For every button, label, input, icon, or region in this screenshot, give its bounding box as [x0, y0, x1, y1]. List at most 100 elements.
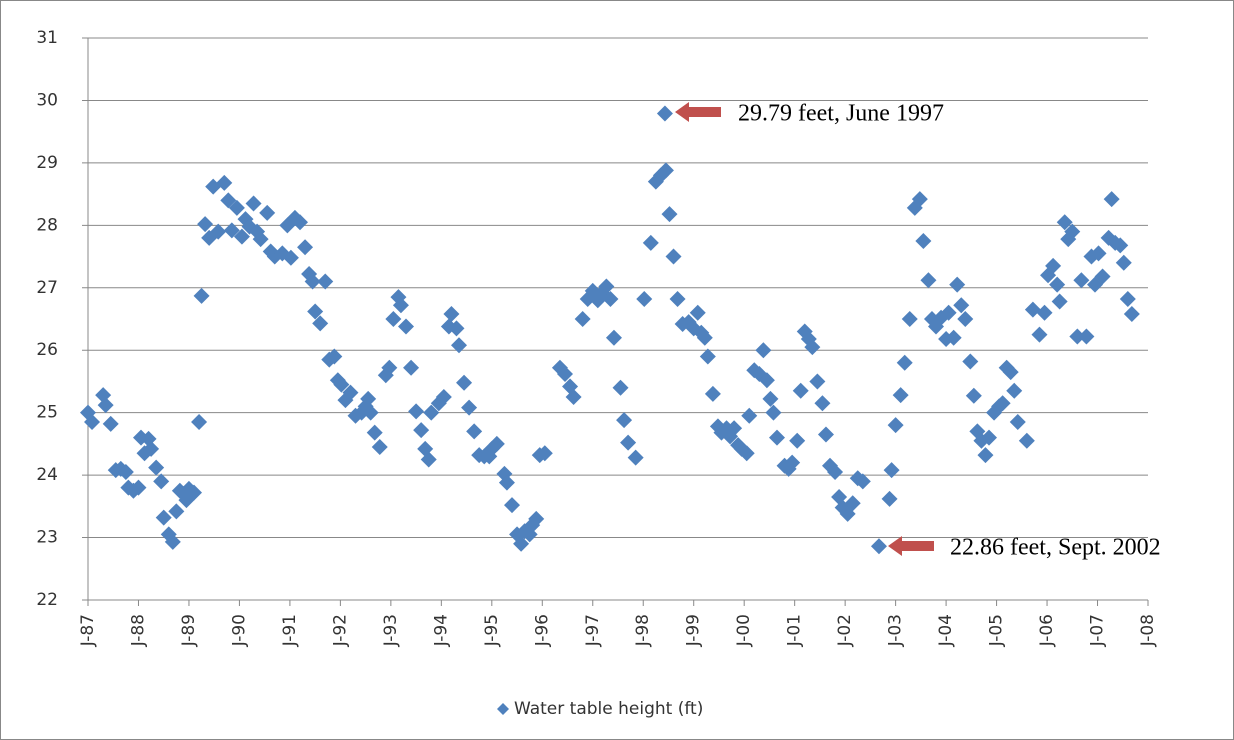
point: [102, 415, 119, 432]
x-tick-label: J-99: [684, 614, 704, 647]
x-tick-label: J-96: [532, 614, 552, 647]
point: [661, 206, 678, 223]
point: [97, 397, 114, 414]
x-tick-label: J-89: [179, 614, 199, 647]
point: [741, 407, 758, 424]
point: [164, 533, 181, 550]
point: [1103, 191, 1120, 208]
point: [883, 462, 900, 479]
point: [965, 387, 982, 404]
point: [704, 385, 721, 402]
point: [817, 426, 834, 443]
point: [612, 379, 629, 396]
point: [1056, 214, 1073, 231]
x-tick-label: J-92: [330, 614, 350, 647]
point: [342, 384, 359, 401]
x-tick-label: J-87: [78, 614, 98, 647]
point: [371, 439, 388, 456]
point: [143, 440, 160, 457]
point: [1002, 364, 1019, 381]
point: [210, 223, 227, 240]
annotation: 29.79 feet, June 1997: [738, 101, 944, 127]
point: [574, 311, 591, 327]
point: [398, 318, 414, 335]
point: [504, 497, 520, 514]
point: [1049, 276, 1066, 293]
point: [420, 451, 437, 468]
point: [784, 454, 801, 471]
point: [307, 303, 324, 320]
point: [765, 404, 782, 421]
x-tick-label: J-97: [583, 614, 603, 647]
point: [1078, 328, 1095, 345]
point: [616, 412, 633, 429]
point: [699, 348, 716, 365]
point: [762, 390, 779, 407]
point: [1119, 291, 1136, 308]
x-tick-label: J-01: [785, 614, 805, 647]
point: [362, 404, 379, 421]
point: [945, 329, 962, 346]
point: [186, 484, 202, 501]
point: [498, 474, 515, 491]
point: [887, 417, 904, 434]
point: [366, 424, 383, 441]
point: [528, 510, 545, 527]
point: [892, 387, 909, 404]
point: [191, 414, 208, 431]
point: [896, 354, 913, 371]
point: [513, 535, 530, 552]
point: [809, 373, 826, 390]
annotation: 22.86 feet, Sept. 2002: [950, 535, 1161, 561]
point: [1094, 268, 1111, 285]
point: [789, 432, 806, 449]
point: [1069, 328, 1086, 345]
point: [461, 399, 478, 416]
point: [168, 503, 185, 520]
annotation-arrow: [675, 102, 721, 122]
point: [769, 429, 785, 446]
point: [911, 191, 928, 208]
point: [844, 495, 861, 512]
point: [245, 195, 262, 212]
x-tick-label: J-95: [482, 614, 502, 647]
point: [1112, 237, 1129, 254]
point: [994, 395, 1011, 412]
point: [216, 174, 233, 191]
point: [220, 192, 237, 209]
point: [1090, 245, 1107, 262]
x-tick-label: J-07: [1088, 614, 1108, 647]
point: [1115, 254, 1132, 271]
point: [854, 473, 871, 490]
point: [496, 465, 513, 482]
point: [413, 422, 430, 439]
point: [1024, 301, 1041, 318]
point: [642, 234, 659, 251]
point: [755, 342, 772, 359]
point: [881, 490, 898, 507]
y-tick-label: 22: [36, 590, 58, 610]
point: [981, 429, 997, 446]
point: [1036, 304, 1053, 321]
point: [403, 359, 420, 376]
point: [669, 291, 686, 308]
point: [870, 538, 887, 555]
point: [827, 463, 844, 480]
point: [435, 389, 452, 406]
point: [259, 204, 276, 221]
y-tick-label: 27: [36, 278, 58, 298]
y-tick-label: 24: [36, 465, 58, 485]
point: [565, 389, 582, 406]
point: [915, 232, 932, 249]
y-tick-label: 28: [36, 215, 58, 235]
point: [557, 365, 573, 382]
point: [940, 304, 957, 321]
point: [333, 376, 350, 393]
point: [689, 304, 706, 321]
point: [792, 382, 809, 399]
point: [620, 434, 637, 451]
point: [1045, 257, 1062, 274]
point: [656, 105, 673, 122]
